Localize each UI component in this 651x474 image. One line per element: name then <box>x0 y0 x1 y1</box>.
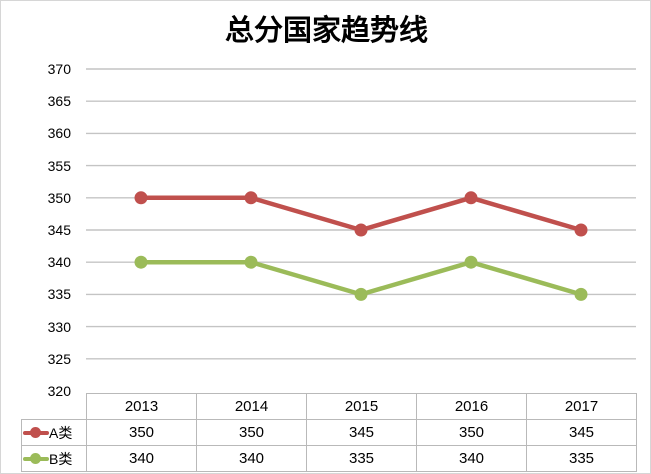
year-header-cell: 2017 <box>526 393 637 420</box>
data-point-marker <box>244 191 258 205</box>
value-cell: 350 <box>196 419 307 446</box>
table-row: B类 340 340 335 340 335 <box>21 445 637 472</box>
data-point-marker <box>464 255 478 269</box>
legend-key-icon-b <box>23 453 49 465</box>
chart-title: 总分国家趋势线 <box>224 15 428 47</box>
y-axis-tick-label: 350 <box>47 189 71 206</box>
year-header-cell: 2016 <box>416 393 527 420</box>
value-cell: 345 <box>526 419 637 446</box>
y-axis-tick-label: 325 <box>47 350 71 367</box>
series-label-cell: A类 <box>21 419 87 446</box>
data-point-marker <box>134 255 148 269</box>
y-axis-tick-label: 360 <box>47 125 71 142</box>
year-header-cell: 2015 <box>306 393 417 420</box>
y-axis-tick-label: 345 <box>47 222 71 238</box>
value-cell: 340 <box>86 445 197 472</box>
table-corner-blank <box>22 394 87 420</box>
data-point-marker <box>134 191 148 205</box>
value-cell: 345 <box>306 419 417 446</box>
data-table: 2013 2014 2015 2016 2017 A类 350 350 345 350 345 B类 3… <box>21 393 637 472</box>
year-header-cell: 2014 <box>196 393 307 420</box>
data-point-marker <box>574 287 588 301</box>
series-name-label: B类 <box>49 450 73 467</box>
value-cell: 340 <box>416 445 527 472</box>
y-axis-tick-label: 365 <box>47 93 71 110</box>
series-name-label: A类 <box>49 424 73 441</box>
data-point-marker <box>354 223 368 237</box>
data-point-marker <box>244 255 258 269</box>
y-axis-tick-label: 370 <box>47 61 71 77</box>
legend-key-icon-a <box>23 427 49 439</box>
y-axis-tick-label: 330 <box>47 318 71 335</box>
value-cell: 340 <box>196 445 307 472</box>
data-point-marker <box>464 191 478 205</box>
year-header-cell: 2013 <box>86 393 197 420</box>
table-row: A类 350 350 345 350 345 <box>21 419 637 446</box>
data-point-marker <box>354 287 368 301</box>
y-axis-tick-label: 320 <box>47 383 71 399</box>
value-cell: 350 <box>86 419 197 446</box>
series-label-cell: B类 <box>21 445 87 472</box>
data-point-marker <box>574 223 588 237</box>
value-cell: 350 <box>416 419 527 446</box>
y-axis-tick-label: 340 <box>47 254 71 271</box>
table-header-row: 2013 2014 2015 2016 2017 <box>22 393 637 420</box>
value-cell: 335 <box>526 445 637 472</box>
value-cell: 335 <box>306 445 417 472</box>
y-axis-tick-label: 335 <box>47 286 71 303</box>
y-axis-tick-label: 355 <box>47 157 71 174</box>
